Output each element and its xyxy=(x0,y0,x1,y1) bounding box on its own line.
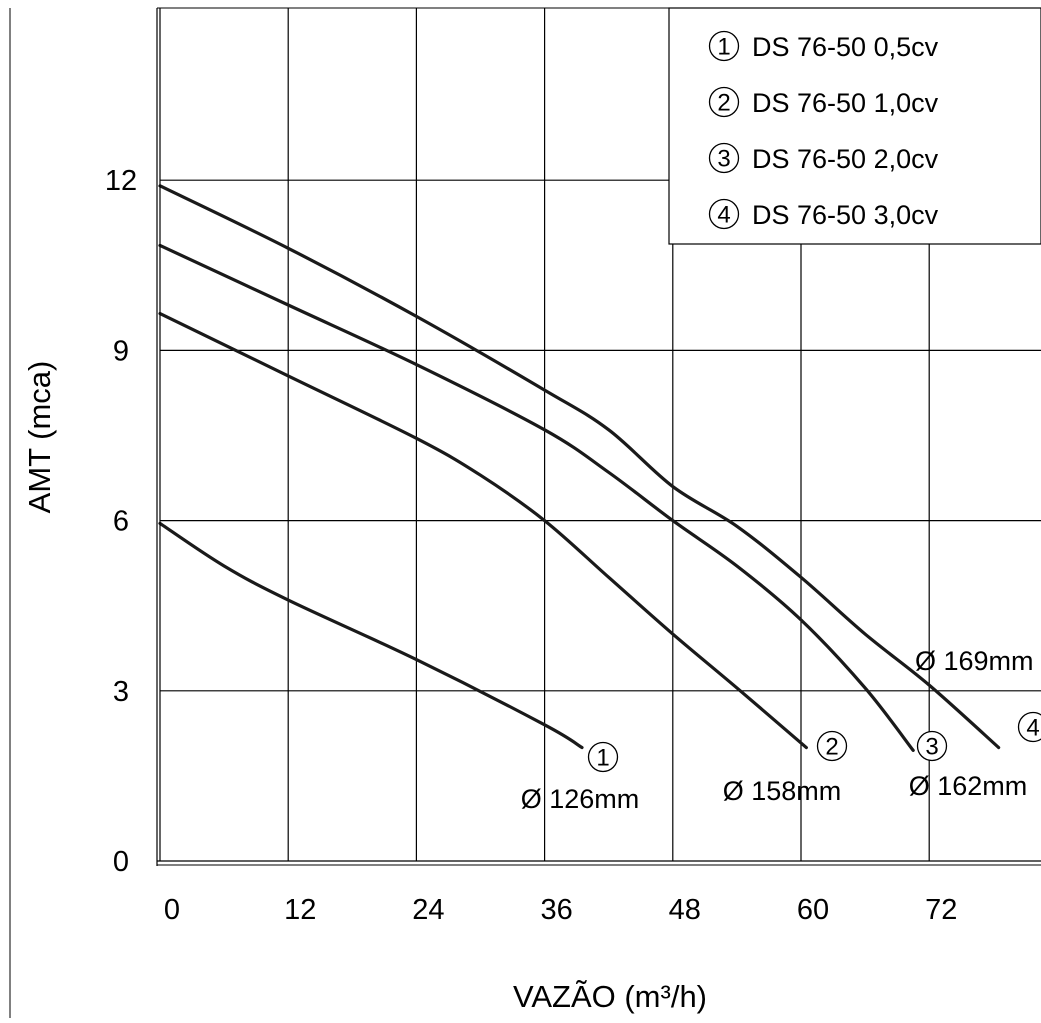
curve-labels: 1 Ø 126mm 2 Ø 158mm 3 Ø 162mm 4 Ø 169mm xyxy=(521,646,1041,814)
legend-item-label: DS 76-50 3,0cv xyxy=(752,200,939,230)
x-tick-label: 12 xyxy=(284,894,316,926)
legend-item-label: DS 76-50 2,0cv xyxy=(752,144,939,174)
diameter-label-3: Ø 162mm xyxy=(909,771,1028,801)
legend-item-label: DS 76-50 1,0cv xyxy=(752,88,939,118)
curve-marker-number-1: 1 xyxy=(596,745,609,772)
legend-item-label: DS 76-50 0,5cv xyxy=(752,32,939,62)
legend-marker-number: 2 xyxy=(717,90,730,117)
diameter-label-2: Ø 158mm xyxy=(723,776,842,806)
x-tick-label: 72 xyxy=(925,894,957,926)
y-tick-label: 12 xyxy=(105,165,137,197)
x-tick-label: 60 xyxy=(797,894,829,926)
x-tick-label: 48 xyxy=(669,894,701,926)
legend: 1 DS 76-50 0,5cv 2 DS 76-50 1,0cv 3 DS 76-50 … xyxy=(669,8,1041,244)
curve-marker-number-2: 2 xyxy=(825,734,838,761)
curve-marker-number-3: 3 xyxy=(925,734,938,761)
curve-series-2 xyxy=(160,314,806,748)
curve-marker-number-4: 4 xyxy=(1026,715,1039,742)
curve-series-4 xyxy=(160,186,999,748)
legend-marker-number: 3 xyxy=(717,146,730,173)
y-tick-label: 9 xyxy=(113,335,129,367)
x-tick-label: 36 xyxy=(540,894,572,926)
legend-marker-number: 1 xyxy=(717,34,730,61)
diameter-label-4: Ø 169mm xyxy=(915,646,1034,676)
x-tick-label: 24 xyxy=(412,894,444,926)
x-axis-title: VAZÃO (m³/h) xyxy=(513,979,707,1014)
curve-series-1 xyxy=(160,523,582,747)
y-tick-label: 0 xyxy=(113,846,129,878)
diameter-label-1: Ø 126mm xyxy=(521,784,640,814)
x-tick-label: 0 xyxy=(164,894,180,926)
series-group xyxy=(160,186,999,750)
y-tick-label: 3 xyxy=(113,676,129,708)
legend-marker-number: 4 xyxy=(717,202,730,229)
y-tick-label: 6 xyxy=(113,506,129,538)
curve-series-3 xyxy=(160,245,913,750)
y-axis-title: AMT (mca) xyxy=(22,361,57,514)
